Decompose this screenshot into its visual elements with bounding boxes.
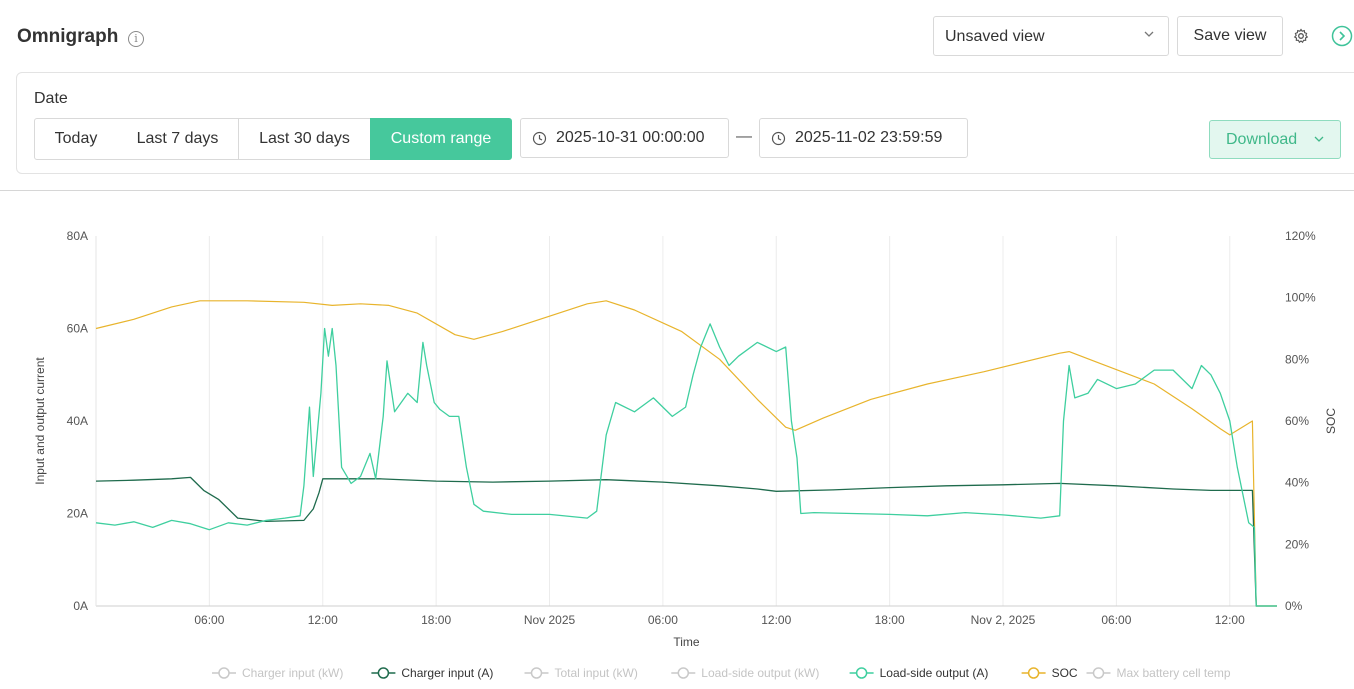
x-tick-label: 06:00 bbox=[648, 613, 678, 627]
series-line-charger-input-a bbox=[95, 476, 1277, 607]
y-left-tick-label: 0A bbox=[73, 599, 88, 613]
y-right-tick-label: 120% bbox=[1285, 229, 1316, 243]
y-left-axis-title: Input and output current bbox=[33, 357, 47, 485]
x-tick-label: 18:00 bbox=[875, 613, 905, 627]
x-tick-label: 12:00 bbox=[308, 613, 338, 627]
y-right-tick-label: 60% bbox=[1285, 414, 1309, 428]
chevron-down-icon bbox=[1144, 31, 1154, 37]
x-tick-label: 12:00 bbox=[1215, 613, 1245, 627]
x-tick-label: 18:00 bbox=[421, 613, 451, 627]
y-left-tick-label: 20A bbox=[67, 507, 88, 521]
chart-svg: 06:00 12:00 18:00 Nov 2025 06:00 12:00 18:00 No… bbox=[33, 229, 1338, 680]
x-tick-label: Nov 2025 bbox=[524, 613, 576, 627]
page-title: Omnigraph bbox=[17, 26, 119, 47]
legend-marker-icon bbox=[1027, 667, 1040, 679]
legend-marker-icon bbox=[530, 667, 543, 679]
series-line-load-side-output-a bbox=[95, 323, 1277, 607]
download-button[interactable]: Download bbox=[1209, 120, 1341, 159]
start-datetime-value: 2025-10-31 00:00:00 bbox=[556, 129, 705, 146]
download-label: Download bbox=[1226, 131, 1298, 148]
legend-item-max-battery-cell-temp: Max battery cell temp bbox=[1117, 666, 1231, 680]
header: Omnigraph i Unsaved view Save view bbox=[0, 0, 1354, 72]
x-tick-label: 06:00 bbox=[1101, 613, 1131, 627]
y-right-axis-title: SOC bbox=[1324, 408, 1338, 434]
x-axis-title: Time bbox=[673, 635, 700, 649]
date-filter-panel: Date Today Last 7 days Last 30 days Cust… bbox=[16, 72, 1354, 174]
legend-item-load-side-output-a: Load-side output (A) bbox=[880, 666, 989, 680]
chevron-down-icon bbox=[1314, 136, 1324, 142]
x-tick-label: 12:00 bbox=[761, 613, 791, 627]
range-today-button[interactable]: Today bbox=[34, 118, 118, 160]
legend-marker-icon bbox=[677, 667, 690, 679]
end-datetime-picker[interactable]: 2025-11-02 23:59:59 bbox=[759, 118, 968, 158]
range-separator: — bbox=[736, 128, 752, 145]
y-right-tick-label: 20% bbox=[1285, 537, 1309, 551]
x-tick-label: 06:00 bbox=[194, 613, 224, 627]
x-tick-label: Nov 2, 2025 bbox=[971, 613, 1036, 627]
series-line-soc bbox=[95, 300, 1277, 607]
y-left-tick-label: 60A bbox=[67, 322, 88, 336]
view-select-value: Unsaved view bbox=[945, 28, 1045, 45]
save-view-button[interactable]: Save view bbox=[1177, 16, 1283, 56]
y-left-tick-label: 80A bbox=[67, 229, 88, 243]
circle-chevron-right-icon[interactable] bbox=[1331, 25, 1353, 47]
info-icon[interactable]: i bbox=[128, 31, 144, 47]
clock-icon bbox=[532, 131, 547, 146]
view-select[interactable]: Unsaved view bbox=[933, 16, 1169, 56]
legend-item-total-input-kw: Total input (kW) bbox=[555, 666, 638, 680]
date-label: Date bbox=[34, 90, 68, 107]
range-last-30-days-button[interactable]: Last 30 days bbox=[239, 118, 371, 160]
legend-item-soc: SOC bbox=[1052, 666, 1078, 680]
divider bbox=[0, 190, 1354, 191]
legend-marker-icon bbox=[1092, 667, 1105, 679]
clock-icon bbox=[771, 131, 786, 146]
legend-item-charger-input-a: Charger input (A) bbox=[401, 666, 493, 680]
end-datetime-value: 2025-11-02 23:59:59 bbox=[795, 129, 943, 146]
legend-item-load-side-output-kw: Load-side output (kW) bbox=[701, 666, 819, 680]
y-right-tick-label: 100% bbox=[1285, 291, 1316, 305]
legend-marker-icon bbox=[377, 667, 390, 679]
y-left-tick-label: 40A bbox=[67, 414, 88, 428]
y-right-tick-label: 0% bbox=[1285, 599, 1303, 613]
legend-marker-icon bbox=[855, 667, 868, 679]
gear-icon[interactable] bbox=[1293, 28, 1309, 44]
start-datetime-picker[interactable]: 2025-10-31 00:00:00 bbox=[520, 118, 729, 158]
range-custom-button[interactable]: Custom range bbox=[370, 118, 512, 160]
legend-item-charger-input-kw: Charger input (kW) bbox=[242, 666, 343, 680]
range-last-7-days-button[interactable]: Last 7 days bbox=[117, 118, 239, 160]
y-right-tick-label: 80% bbox=[1285, 352, 1309, 366]
y-right-tick-label: 40% bbox=[1285, 476, 1309, 490]
omnigraph-chart[interactable]: 06:00 12:00 18:00 Nov 2025 06:00 12:00 18:00 No… bbox=[0, 200, 1354, 689]
legend-marker-icon bbox=[218, 667, 230, 679]
